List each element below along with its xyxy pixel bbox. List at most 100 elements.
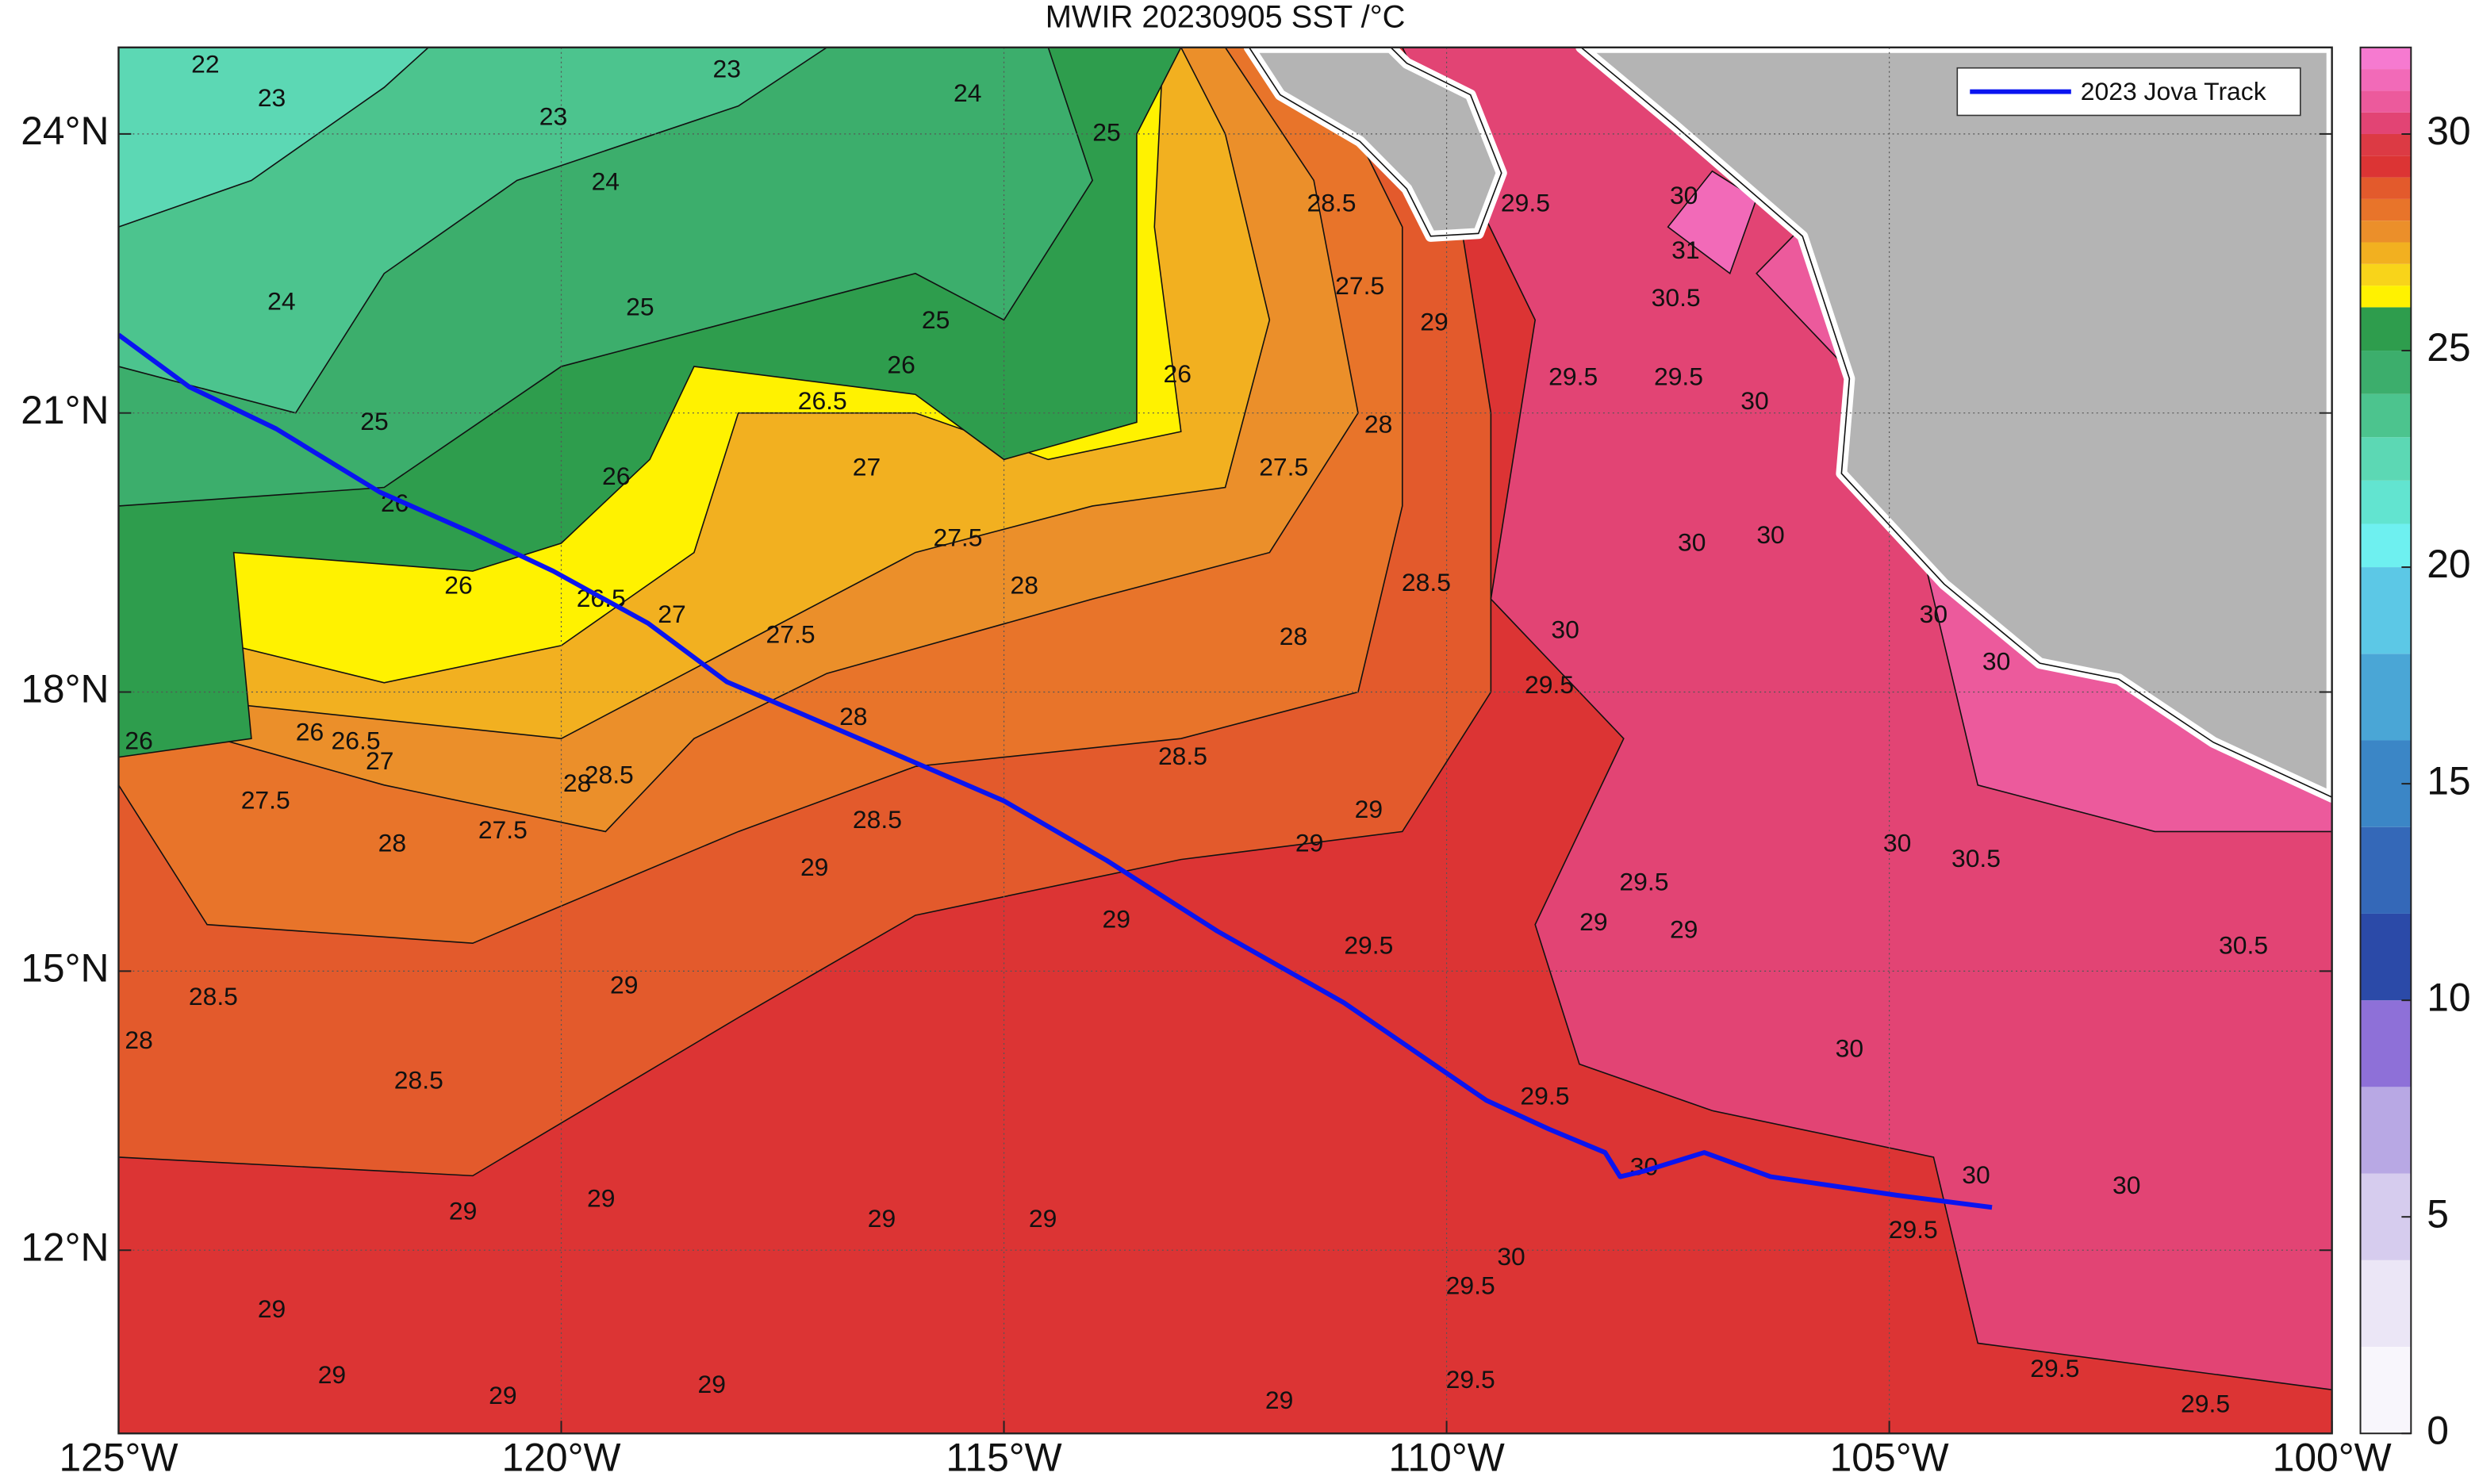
contour-label: 28.5 [1158, 742, 1207, 770]
contour-label: 30 [1740, 386, 1768, 415]
contour-label: 28.5 [1307, 188, 1356, 217]
x-tick-label: 120°W [502, 1435, 621, 1479]
colorbar-tick-label: 25 [2427, 325, 2470, 370]
contour-label: 29 [1103, 904, 1130, 933]
contour-label: 29 [318, 1360, 346, 1389]
contour-label: 29 [489, 1381, 516, 1409]
contour-label: 30 [1962, 1160, 1990, 1189]
contour-label: 28 [1364, 410, 1392, 439]
contour-label: 23 [258, 83, 286, 112]
contour-label: 29.5 [2181, 1389, 2230, 1417]
contour-label: 30.5 [1652, 283, 1701, 312]
colorbar-segment [2360, 393, 2412, 438]
colorbar-segment [2360, 112, 2412, 134]
contour-label: 29.5 [1446, 1271, 1495, 1300]
contour-label: 29 [800, 853, 828, 881]
contour-label: 26 [296, 718, 324, 746]
contour-label: 29.5 [2030, 1354, 2079, 1382]
contour-label: 25 [1092, 117, 1120, 146]
contour-label: 24 [267, 287, 295, 316]
chart-title: MWIR 20230905 SST /°C [1046, 0, 1406, 34]
contour-label: 29 [1265, 1386, 1293, 1414]
colorbar-segment [2360, 1000, 2412, 1087]
colorbar-segment [2360, 286, 2412, 308]
x-tick-label: 125°W [59, 1435, 178, 1479]
storm-track [118, 332, 1993, 1210]
x-tick-label: 115°W [946, 1435, 1061, 1479]
contour-label: 28 [125, 1026, 152, 1054]
y-tick-label: 24°N [21, 109, 109, 153]
contour-label: 27 [853, 452, 881, 481]
contour-label: 28.5 [853, 805, 902, 834]
contour-label: 28 [378, 828, 406, 857]
contour-label: 26.5 [332, 726, 381, 754]
coastline [1579, 47, 2332, 798]
contour-label: 26 [602, 462, 630, 490]
contour-label: 29 [610, 971, 638, 999]
y-tick-label: 15°N [21, 946, 109, 991]
contour-label: 29 [587, 1183, 615, 1212]
contour-label: 29 [258, 1294, 286, 1323]
contour-label: 26 [1164, 359, 1192, 388]
colorbar-segment [2360, 69, 2412, 91]
contour-label: 27.5 [1335, 271, 1384, 300]
contour-label: 30 [2113, 1171, 2140, 1199]
colorbar-tick-label: 30 [2427, 109, 2470, 153]
contour-label: 29 [1420, 308, 1448, 336]
contour-label: 29 [698, 1370, 726, 1398]
x-tick-label: 100°W [2273, 1435, 2392, 1479]
contour-label: 30 [1836, 1033, 1863, 1062]
contour-label: 26 [444, 570, 472, 599]
contour-label: 29 [1670, 915, 1698, 943]
colorbar-segment [2360, 263, 2412, 286]
colorbar-segment [2360, 90, 2412, 113]
colorbar-segment [2360, 155, 2412, 178]
colorbar-segment [2360, 567, 2412, 654]
contour-label: 28.5 [1402, 568, 1451, 596]
colorbar-segment [2360, 1087, 2412, 1174]
contour-label: 27.5 [933, 523, 982, 552]
colorbar-segment [2360, 351, 2412, 394]
contour-label: 30 [1982, 647, 2010, 676]
contour-label: 29.5 [1548, 362, 1598, 391]
plot-frame [117, 46, 2333, 1435]
contour-label: 27.5 [241, 785, 290, 814]
colorbar-segment [2360, 307, 2412, 351]
contour-label: 29 [1355, 795, 1383, 823]
contour-label: 27 [658, 600, 685, 628]
colorbar-tick-label: 15 [2427, 758, 2470, 803]
contour-label: 29.5 [1889, 1215, 1938, 1244]
contour-label: 31 [1671, 236, 1699, 264]
y-tick-label: 21°N [21, 388, 109, 432]
contour-label: 28 [1280, 622, 1307, 650]
colorbar-segment [2360, 1260, 2412, 1348]
contour-label: 29 [449, 1197, 477, 1225]
colorbar-segment [2360, 198, 2412, 221]
contour-label: 29.5 [1525, 670, 1574, 699]
colorbar-segment [2360, 47, 2412, 70]
contour-label: 30.5 [1951, 844, 2001, 872]
contour-label: 29.5 [1619, 868, 1668, 896]
contour-label: 30.5 [2219, 930, 2268, 959]
y-tick-label: 12°N [21, 1225, 109, 1269]
colorbar-segment [2360, 913, 2412, 1001]
sst-region [118, 47, 430, 228]
contour-label: 25 [626, 293, 654, 321]
coastline [1248, 47, 1502, 237]
contour-label: 28.5 [394, 1065, 443, 1094]
contour-label: 30 [1920, 600, 1948, 628]
contour-label: 22 [191, 50, 219, 79]
x-tick-label: 110°W [1388, 1435, 1504, 1479]
contour-label: 26 [125, 726, 152, 754]
colorbar-segment [2360, 1347, 2412, 1434]
contour-label: 30 [1670, 181, 1698, 209]
colorbar-tick-label: 5 [2427, 1191, 2449, 1236]
x-tick-label: 105°W [1830, 1435, 1949, 1479]
colorbar-tick-label: 10 [2427, 975, 2470, 1019]
contour-label: 25 [360, 407, 388, 435]
contour-label: 28 [1010, 570, 1038, 599]
colorbar-frame [2359, 46, 2412, 1435]
contour-label: 24 [954, 79, 981, 107]
contour-label: 29.5 [1654, 362, 1703, 391]
